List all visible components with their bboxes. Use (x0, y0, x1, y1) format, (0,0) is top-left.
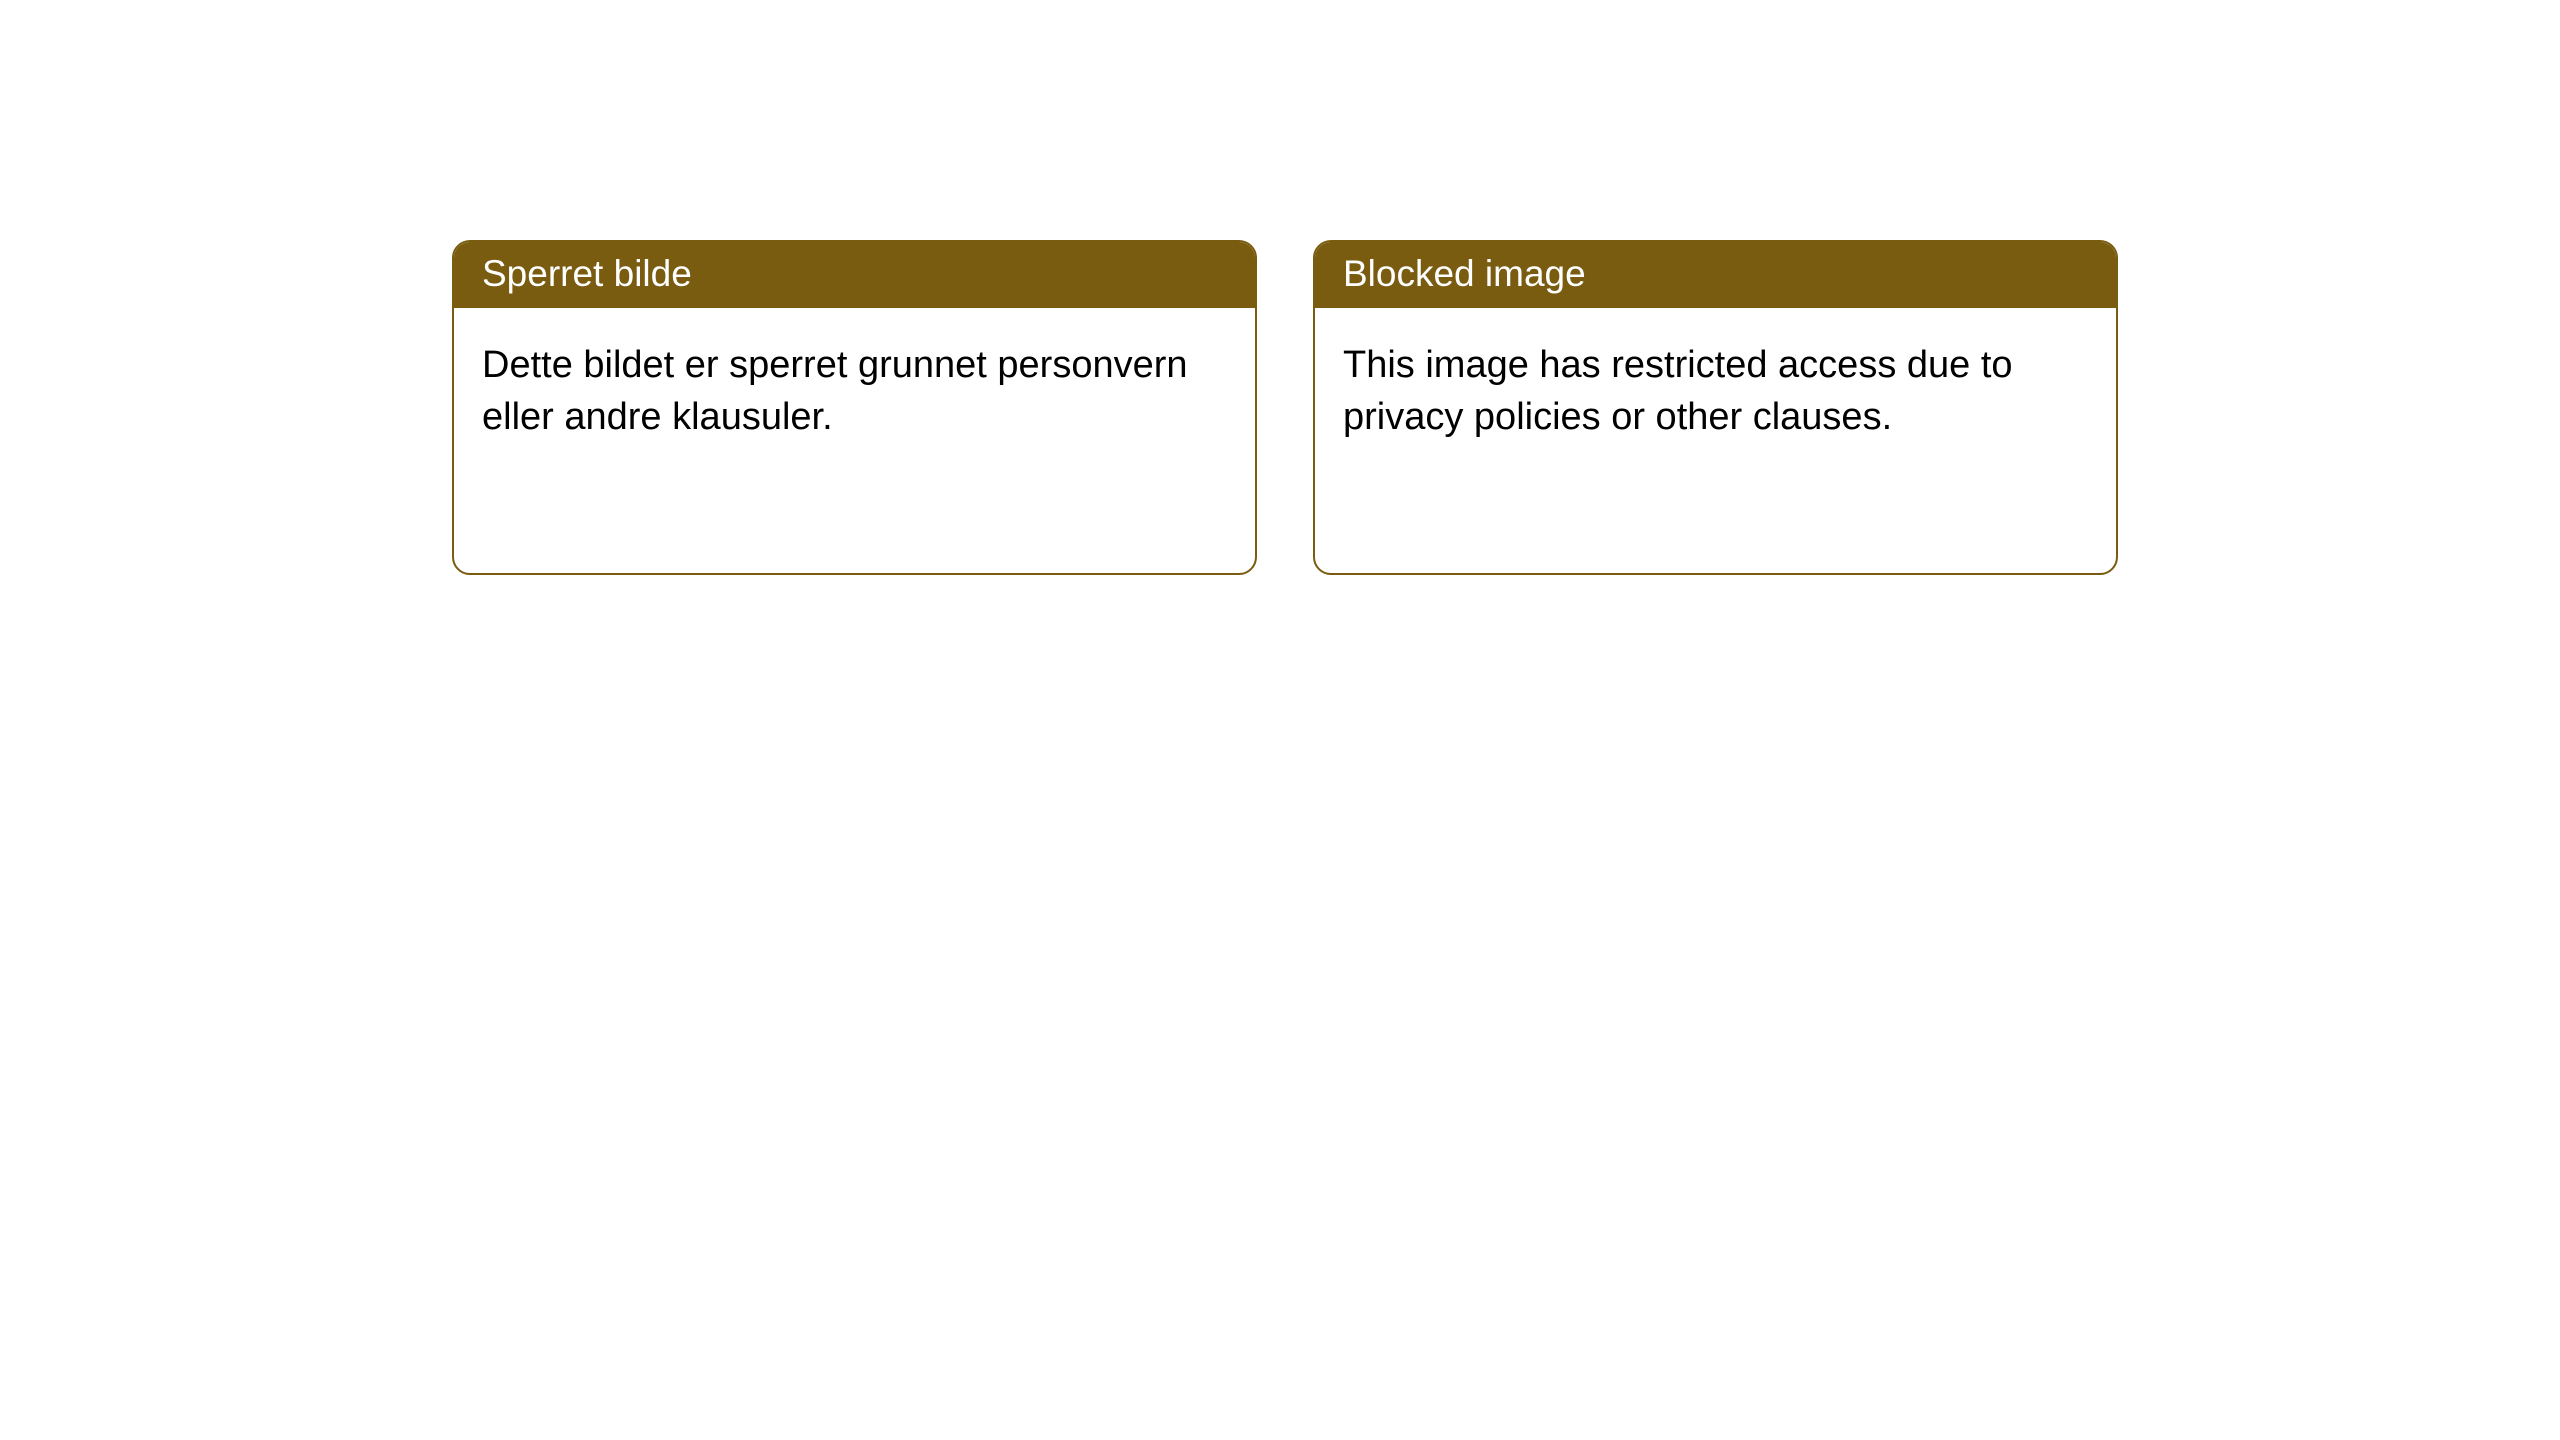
notice-card-norwegian: Sperret bilde Dette bildet er sperret gr… (452, 240, 1257, 575)
notice-header-norwegian: Sperret bilde (454, 242, 1255, 308)
notice-header-english: Blocked image (1315, 242, 2116, 308)
notice-body-english: This image has restricted access due to … (1315, 308, 2116, 475)
notice-container: Sperret bilde Dette bildet er sperret gr… (0, 0, 2560, 575)
notice-card-english: Blocked image This image has restricted … (1313, 240, 2118, 575)
notice-body-norwegian: Dette bildet er sperret grunnet personve… (454, 308, 1255, 475)
